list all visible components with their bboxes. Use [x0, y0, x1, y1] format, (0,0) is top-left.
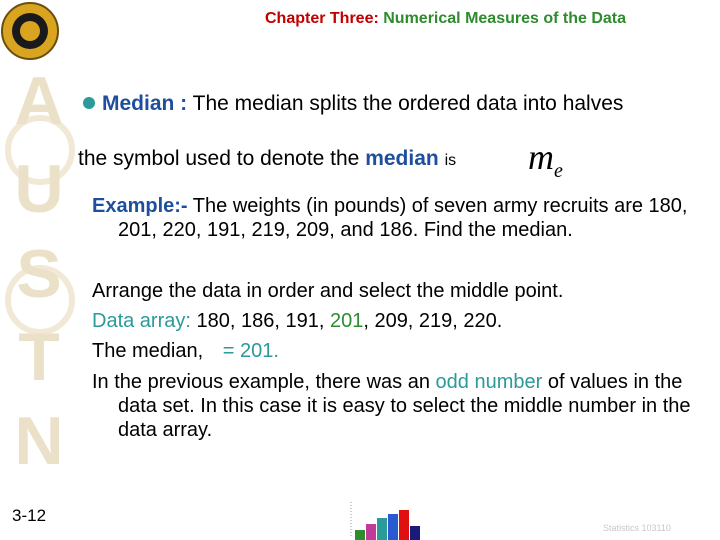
highlight: odd number	[435, 371, 543, 393]
example: Example:- The weights (in pounds) of sev…	[92, 194, 692, 242]
symbol: me	[528, 136, 563, 183]
sidebar-letter: U	[14, 151, 64, 227]
text: is	[444, 152, 457, 169]
chart-icon	[350, 502, 420, 540]
arrange: Arrange the data in order and select the…	[92, 280, 564, 302]
symbol-line: the symbol used to denote the median is	[78, 147, 456, 171]
text: In the previous example, there was an	[92, 371, 430, 393]
odd: In the previous example, there was an od…	[92, 370, 692, 442]
median-line: The median, = 201.	[92, 339, 692, 363]
text: 180, 186, 191,	[196, 310, 325, 332]
sidebar-letter: S	[16, 236, 62, 312]
text: the symbol used to denote the	[78, 147, 360, 170]
label: Data array:	[92, 310, 191, 332]
label: The median,	[92, 340, 204, 362]
highlight: 201	[329, 310, 364, 332]
term: median	[365, 147, 439, 170]
symbol-base: m	[528, 137, 554, 177]
label: Example:-	[92, 195, 188, 217]
header-title: Numerical Measures of the Data	[383, 10, 626, 27]
data-array: Data array: 180, 186, 191, 201, 209, 219…	[92, 309, 692, 333]
term: Median :	[102, 92, 188, 115]
course: Statistics 103110	[603, 523, 671, 533]
value: = 201.	[222, 340, 279, 362]
text: of values in the data set. In this case …	[118, 371, 691, 441]
bullet: Median : The median splits the ordered d…	[102, 92, 682, 116]
sidebar-letter: A	[14, 63, 64, 139]
header: Chapter Three: Numerical Measures of the…	[265, 10, 626, 28]
sidebar-letter: N	[14, 403, 64, 479]
text: The weights (in pounds) of seven army re…	[118, 195, 688, 241]
text: , 209, 219, 220.	[363, 310, 503, 332]
slide-number: 3-12	[12, 506, 47, 525]
bullet-dot	[83, 97, 95, 109]
sidebar-decor	[1, 2, 75, 335]
symbol-subscript: e	[554, 160, 563, 183]
text: The median splits the ordered data into …	[192, 92, 624, 115]
sidebar-letter: T	[18, 319, 60, 395]
header-title: Chapter Three:	[265, 10, 379, 27]
